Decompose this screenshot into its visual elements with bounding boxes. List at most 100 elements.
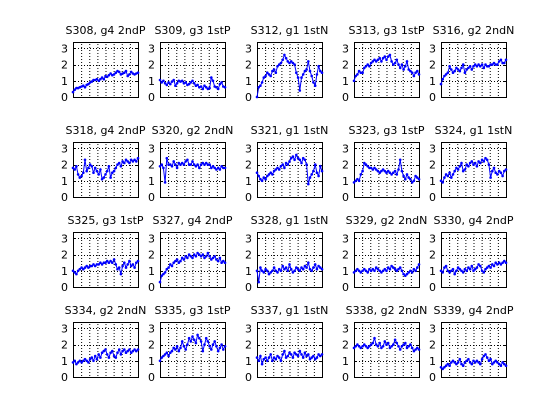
- grid-dot: [87, 148, 88, 149]
- grid-dot: [81, 238, 82, 239]
- grid-dot: [362, 342, 364, 343]
- y-tick-label: 3: [429, 232, 436, 245]
- grid-dot: [479, 81, 480, 82]
- grid-dot: [200, 351, 202, 352]
- grid-dot: [105, 255, 106, 256]
- grid-dot: [184, 92, 186, 93]
- grid-dot: [378, 56, 380, 57]
- grid-dot: [292, 238, 293, 239]
- grid-dot: [168, 246, 170, 247]
- grid-dot: [407, 255, 408, 256]
- grid-dot: [184, 240, 186, 241]
- grid-dot: [455, 165, 456, 166]
- data-point: [114, 263, 118, 266]
- grid-dot: [121, 372, 123, 373]
- y-tick-label: 0: [342, 91, 349, 104]
- grid-dot: [273, 342, 275, 343]
- grid-dot: [216, 357, 218, 358]
- grid-dot: [200, 95, 202, 96]
- grid-dot: [281, 168, 283, 169]
- grid-dot: [265, 369, 267, 370]
- data-point: [271, 269, 274, 273]
- grid-dot: [297, 327, 299, 328]
- grid-dot: [465, 171, 467, 172]
- grid-dot: [89, 264, 91, 265]
- grid-dot: [265, 243, 267, 244]
- grid-dot: [273, 270, 275, 271]
- data-point: [320, 71, 324, 74]
- grid-dot: [281, 273, 283, 274]
- grid-dot: [410, 360, 412, 361]
- grid-dot: [283, 345, 284, 346]
- grid-dot: [192, 234, 194, 235]
- grid-dot: [105, 243, 107, 244]
- grid-dot: [307, 48, 308, 49]
- grid-dot: [121, 150, 123, 151]
- grid-dot: [281, 83, 283, 84]
- grid-dot: [113, 354, 115, 355]
- data-point: [75, 362, 78, 366]
- grid-dot: [129, 153, 131, 154]
- grid-dot: [105, 282, 107, 283]
- grid-dot: [298, 271, 299, 272]
- grid-dot: [208, 183, 210, 184]
- grid-dot: [497, 282, 499, 283]
- grid-dot: [485, 165, 486, 166]
- grid-dot: [129, 255, 130, 256]
- data-point: [162, 166, 165, 170]
- grid-dot: [394, 80, 396, 81]
- grid-dot: [113, 144, 115, 145]
- grid-dot: [289, 282, 291, 283]
- data-point: [87, 361, 90, 364]
- grid-dot: [362, 53, 364, 54]
- data-point: [470, 68, 474, 71]
- grid-dot: [113, 270, 115, 271]
- grid-dot: [481, 183, 483, 184]
- grid-dot: [81, 153, 83, 154]
- grid-dot: [305, 348, 307, 349]
- grid-dot: [213, 148, 214, 149]
- grid-dot: [192, 189, 194, 190]
- grid-dot: [121, 327, 123, 328]
- grid-dot: [394, 366, 396, 367]
- data-point: [400, 345, 404, 348]
- grid-dot: [402, 59, 404, 60]
- grid-dot: [113, 261, 115, 262]
- grid-dot: [129, 77, 131, 78]
- data-point: [461, 271, 465, 274]
- grid-dot: [97, 56, 99, 57]
- grid-dot: [494, 345, 495, 346]
- grid-dot: [184, 180, 186, 181]
- grid-dot: [362, 240, 364, 241]
- data-point: [119, 272, 123, 276]
- grid-dot: [489, 147, 491, 148]
- grid-dot: [113, 192, 115, 193]
- grid-dot: [402, 83, 404, 84]
- grid-dot: [473, 342, 475, 343]
- data-point: [114, 356, 118, 359]
- grid-dot: [105, 159, 107, 160]
- grid-dot: [168, 240, 170, 241]
- grid-dot: [176, 65, 178, 66]
- grid-dot: [473, 372, 475, 373]
- data-point: [281, 353, 285, 356]
- grid-dot: [168, 342, 170, 343]
- grid-dot: [365, 181, 366, 182]
- grid-dot: [313, 144, 315, 145]
- data-point: [301, 73, 305, 76]
- grid-dot: [207, 238, 208, 239]
- grid-dot: [129, 271, 130, 272]
- data-point: [373, 58, 376, 62]
- grid-dot: [99, 65, 100, 66]
- data-point: [213, 340, 216, 343]
- data-point: [366, 271, 370, 274]
- grid-dot: [304, 255, 305, 256]
- grid-dot: [192, 264, 194, 265]
- grid-dot: [386, 357, 388, 358]
- grid-dot: [465, 153, 467, 154]
- grid-dot: [271, 148, 272, 149]
- grid-dot: [449, 270, 451, 271]
- grid-dot: [281, 324, 283, 325]
- grid-dot: [262, 148, 263, 149]
- grid-dot: [386, 177, 388, 178]
